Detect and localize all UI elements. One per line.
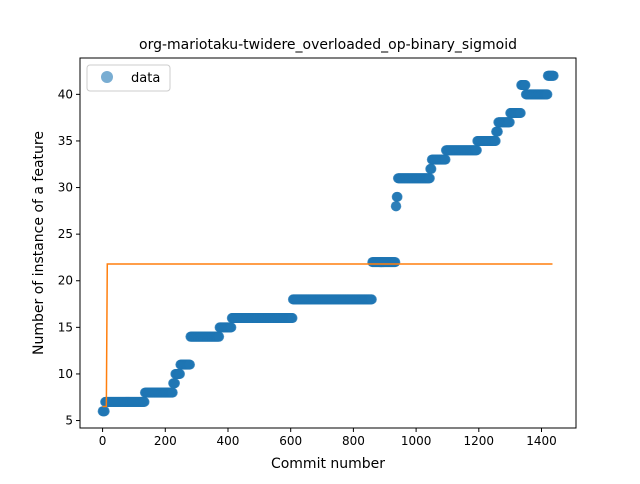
y-tick-label: 20	[58, 274, 73, 288]
y-tick-label: 25	[58, 227, 73, 241]
chart-title: org-mariotaku-twidere_overloaded_op-bina…	[139, 37, 517, 53]
legend-marker-data	[101, 71, 113, 83]
y-tick-label: 40	[58, 87, 73, 101]
data-point	[287, 313, 298, 324]
data-point	[167, 387, 178, 398]
y-tick-label: 15	[58, 320, 73, 334]
data-point	[391, 201, 402, 212]
y-tick-label: 10	[58, 367, 73, 381]
y-tick-label: 5	[65, 414, 73, 428]
data-point	[390, 257, 401, 268]
plot-marks	[97, 70, 559, 417]
data-point	[424, 173, 435, 184]
data-point	[492, 126, 503, 137]
legend-label-data: data	[131, 71, 160, 86]
y-axis-label: Number of instance of a feature	[31, 131, 47, 355]
data-point	[185, 359, 196, 370]
data-point	[504, 117, 515, 128]
x-tick-label: 400	[217, 434, 240, 448]
legend: data	[86, 64, 171, 92]
data-point	[99, 406, 110, 417]
data-point	[214, 331, 225, 342]
y-tick-label: 30	[58, 181, 73, 195]
x-axis-label: Commit number	[271, 456, 385, 472]
data-point	[426, 163, 437, 174]
x-tick-label: 0	[99, 434, 107, 448]
data-point	[170, 378, 180, 389]
data-point	[471, 145, 482, 156]
y-tick-label: 35	[58, 134, 73, 148]
data-point	[542, 89, 553, 100]
data-point	[515, 107, 526, 118]
series-fit-line	[102, 263, 553, 408]
x-tick-label: 1200	[464, 434, 495, 448]
series-data	[97, 70, 559, 417]
data-point	[366, 294, 377, 305]
data-point	[548, 70, 559, 81]
x-tick-label: 1400	[526, 434, 557, 448]
data-point	[490, 135, 501, 146]
data-point	[520, 80, 531, 91]
y-axis-ticks: 5 10 15 20 25 30 35 40	[58, 87, 80, 428]
x-tick-label: 800	[342, 434, 365, 448]
x-tick-label: 1000	[401, 434, 432, 448]
x-axis-ticks: 0 200 400 600 800 1000 1200 1400	[99, 428, 557, 448]
plot-frame	[79, 57, 577, 429]
data-point	[139, 396, 150, 407]
data-point	[392, 191, 403, 202]
x-tick-label: 200	[154, 434, 177, 448]
data-point	[226, 322, 237, 333]
data-point	[440, 154, 451, 165]
data-point	[175, 368, 186, 379]
x-tick-label: 600	[279, 434, 302, 448]
